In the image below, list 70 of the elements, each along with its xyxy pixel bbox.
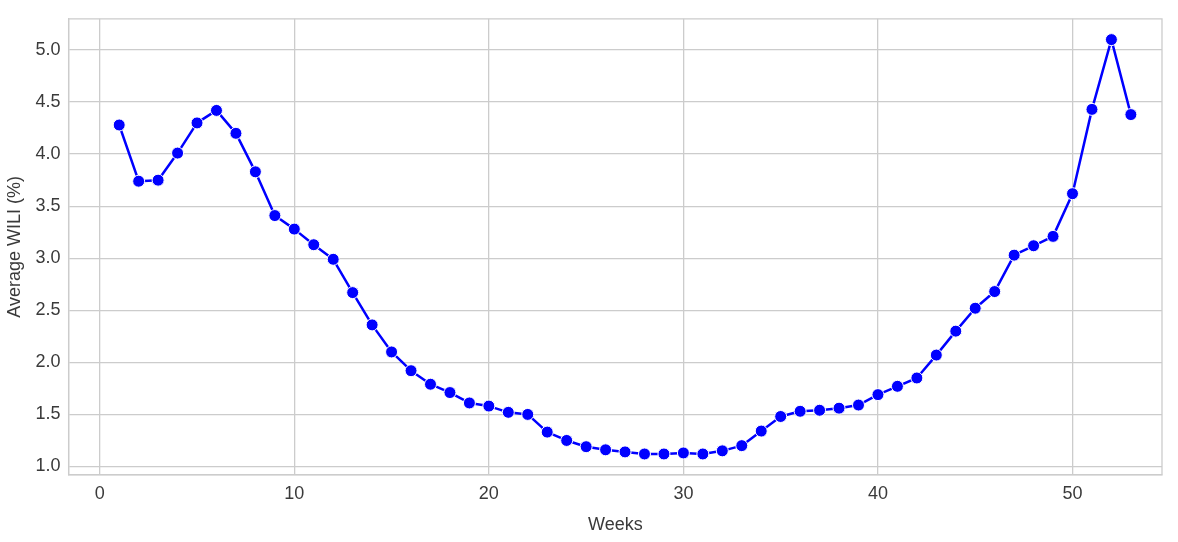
point — [929, 348, 943, 362]
point — [287, 222, 301, 236]
point — [1007, 248, 1021, 262]
point — [209, 103, 223, 117]
point — [735, 439, 749, 453]
x-tick-label: 0 — [94, 482, 105, 503]
point — [852, 398, 865, 412]
y-tick-label: 3.0 — [35, 247, 61, 268]
y-tick-label: 1.5 — [35, 403, 61, 424]
point — [112, 118, 126, 132]
point — [890, 379, 904, 393]
point — [1124, 108, 1138, 122]
y-axis-title: Average WILI (%) — [3, 175, 24, 318]
point — [171, 146, 185, 160]
point — [346, 286, 360, 300]
point — [482, 399, 496, 413]
point — [404, 364, 418, 378]
point — [190, 116, 204, 130]
x-tick-label: 50 — [1062, 482, 1083, 503]
point — [637, 447, 651, 461]
point — [871, 388, 885, 402]
point — [949, 324, 963, 338]
y-tick-label: 3.5 — [35, 195, 61, 216]
point — [132, 174, 146, 188]
point — [462, 396, 476, 410]
point — [326, 252, 340, 266]
point — [754, 424, 768, 438]
point — [832, 401, 846, 415]
point — [657, 447, 671, 461]
point — [268, 209, 282, 223]
point — [229, 126, 243, 140]
x-axis-title: Weeks — [587, 514, 643, 535]
point — [307, 238, 321, 252]
y-tick-label: 2.0 — [35, 351, 61, 372]
point — [501, 405, 515, 419]
point — [676, 446, 690, 460]
point — [540, 425, 554, 439]
point — [248, 165, 262, 179]
x-tick-label: 40 — [867, 482, 888, 503]
point — [910, 371, 924, 385]
point — [1085, 102, 1099, 116]
point — [696, 447, 710, 461]
point — [793, 404, 807, 418]
x-tick-label: 10 — [284, 482, 305, 503]
point — [151, 173, 165, 187]
y-tick-label: 4.5 — [35, 91, 61, 112]
point — [423, 377, 437, 391]
point — [385, 345, 399, 359]
point — [988, 285, 1002, 299]
point — [774, 410, 788, 423]
point — [599, 443, 613, 457]
point — [1027, 239, 1041, 253]
point — [365, 318, 379, 332]
point — [618, 445, 632, 459]
point — [443, 386, 457, 400]
point — [715, 444, 729, 458]
y-tick-label: 2.5 — [35, 299, 61, 320]
point — [521, 407, 535, 421]
x-tick-label: 20 — [478, 482, 499, 503]
point — [813, 403, 827, 417]
y-tick-label: 5.0 — [35, 39, 61, 59]
point — [1104, 33, 1118, 47]
point — [1066, 187, 1080, 201]
point — [968, 301, 982, 315]
y-tick-label: 1.0 — [35, 455, 61, 476]
point — [1046, 229, 1060, 243]
y-tick-label: 4.0 — [35, 143, 61, 164]
x-tick-label: 30 — [673, 482, 694, 503]
point — [560, 433, 574, 447]
point — [579, 440, 593, 454]
